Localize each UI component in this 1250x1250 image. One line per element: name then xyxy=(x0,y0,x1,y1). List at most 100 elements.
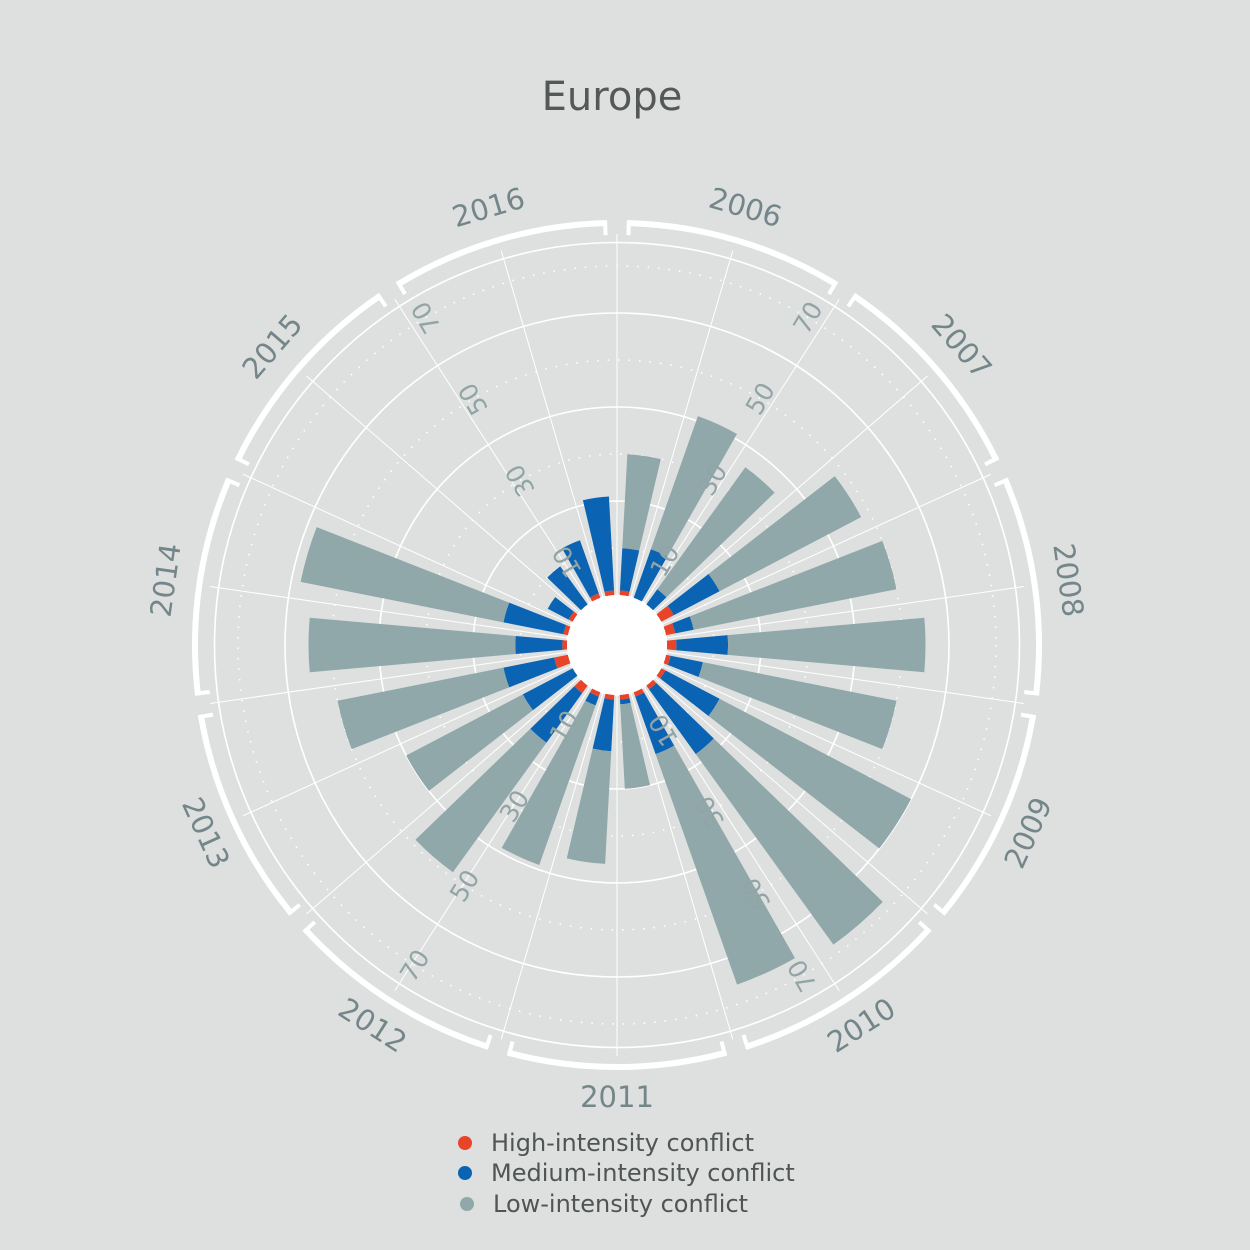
radial-tick-label: 50 xyxy=(444,865,485,907)
chart-bars xyxy=(300,416,926,985)
year-label: 2016 xyxy=(448,181,528,234)
chart-center-hole xyxy=(567,595,667,695)
year-arc-end xyxy=(993,477,1010,488)
grid-spoke xyxy=(306,375,580,613)
year-arc-end xyxy=(194,690,210,696)
year-arc-end xyxy=(395,280,407,296)
year-label: 2007 xyxy=(925,307,999,385)
grid-spoke xyxy=(394,298,591,604)
grid-spoke xyxy=(662,473,992,625)
legend-label: Medium-intensity conflict xyxy=(491,1159,795,1187)
year-arc-end xyxy=(224,477,241,488)
year-arc-end xyxy=(286,903,302,916)
bar-segment-low-intensity-conflict xyxy=(622,454,661,551)
bar-segment-medium-intensity-conflict xyxy=(660,670,720,716)
year-arc-end xyxy=(827,280,839,296)
grid-spoke xyxy=(394,686,591,992)
year-arc-end xyxy=(932,903,948,916)
year-arc-end xyxy=(1020,712,1037,720)
radial-tick-label: 70 xyxy=(394,944,435,986)
grid-spoke xyxy=(210,651,568,704)
year-label: 2015 xyxy=(235,307,309,385)
legend-swatch xyxy=(458,1136,472,1150)
bar-segment-high-intensity-conflict xyxy=(619,693,630,700)
grid-spoke xyxy=(654,677,928,915)
year-arc xyxy=(303,928,488,1050)
bar-segment-low-intensity-conflict xyxy=(501,700,596,865)
bar-segment-low-intensity-conflict xyxy=(708,476,862,592)
year-arc-end xyxy=(375,292,388,308)
year-label: 2014 xyxy=(144,541,188,619)
bar-segment-low-intensity-conflict xyxy=(708,698,912,849)
radial-tick-label: 70 xyxy=(406,297,447,339)
grid-spoke xyxy=(654,375,928,613)
bar-segment-high-intensity-conflict xyxy=(633,688,645,697)
grid-spoke xyxy=(630,692,734,1040)
bar-segment-medium-intensity-conflict xyxy=(503,657,558,688)
year-arc xyxy=(1002,479,1042,694)
bar-segment-high-intensity-conflict xyxy=(619,590,630,597)
bar-segment-high-intensity-conflict xyxy=(554,654,571,669)
bar-segment-low-intensity-conflict xyxy=(727,617,926,673)
bar-segment-high-intensity-conflict xyxy=(656,605,674,622)
bar-segment-medium-intensity-conflict xyxy=(619,548,640,592)
year-arc-end xyxy=(506,1040,515,1057)
bar-segment-low-intensity-conflict xyxy=(300,527,510,623)
year-arc-end xyxy=(484,1034,493,1050)
bar-segment-high-intensity-conflict xyxy=(604,693,615,700)
bar-segment-low-intensity-conflict xyxy=(337,667,510,750)
year-label: 2010 xyxy=(821,991,901,1060)
bar-segment-medium-intensity-conflict xyxy=(649,683,714,755)
year-arc-end xyxy=(719,1040,728,1057)
radial-tick-label: 50 xyxy=(740,378,781,420)
year-arc xyxy=(235,294,381,461)
year-label: 2006 xyxy=(705,181,785,234)
year-arc-end xyxy=(846,292,859,308)
grid-spoke xyxy=(242,473,572,625)
legend-swatch xyxy=(460,1197,474,1211)
bar-segment-low-intensity-conflict xyxy=(406,694,533,791)
grid-spoke xyxy=(500,250,604,598)
year-arc-end xyxy=(984,455,1000,467)
bar-segment-medium-intensity-conflict xyxy=(646,589,667,611)
year-label: 2012 xyxy=(332,991,412,1060)
year-arc-end xyxy=(234,455,250,467)
radial-tick-label: 70 xyxy=(787,297,828,339)
bar-segment-medium-intensity-conflict xyxy=(667,655,703,678)
grid-spoke xyxy=(630,250,734,598)
year-arcs xyxy=(192,220,1042,1070)
grid-spoke xyxy=(666,586,1024,639)
bar-segment-medium-intensity-conflict xyxy=(503,602,567,635)
year-label: 2011 xyxy=(580,1080,654,1114)
year-arc xyxy=(192,479,232,694)
bar-segment-high-intensity-conflict xyxy=(666,639,677,651)
bar-segment-low-intensity-conflict xyxy=(308,617,516,673)
bar-segment-low-intensity-conflict xyxy=(650,416,737,557)
legend-label: Low-intensity conflict xyxy=(493,1190,748,1218)
bar-segment-low-intensity-conflict xyxy=(620,702,651,789)
bar-segment-medium-intensity-conflict xyxy=(562,540,599,598)
bar-segment-high-intensity-conflict xyxy=(563,625,571,636)
bar-segment-medium-intensity-conflict xyxy=(530,686,583,743)
grid-spoke xyxy=(643,298,840,604)
bar-segment-high-intensity-conflict xyxy=(568,611,578,622)
bar-segment-medium-intensity-conflict xyxy=(633,549,668,602)
grid-spoke xyxy=(306,677,580,915)
legend-label: High-intensity conflict xyxy=(491,1129,754,1157)
bar-segment-medium-intensity-conflict xyxy=(522,668,578,711)
bar-segment-high-intensity-conflict xyxy=(656,668,666,679)
grid-spoke xyxy=(242,665,572,817)
legend-swatch xyxy=(458,1166,472,1180)
bar-segment-medium-intensity-conflict xyxy=(582,496,615,592)
bar-segment-high-intensity-conflict xyxy=(562,640,568,650)
year-arc-end xyxy=(1024,690,1040,696)
bar-segment-medium-intensity-conflict xyxy=(592,698,615,752)
year-arc xyxy=(397,220,606,287)
bar-segment-medium-intensity-conflict xyxy=(515,636,563,654)
year-arc xyxy=(941,716,1036,915)
year-arc xyxy=(628,220,837,287)
bar-segment-high-intensity-conflict xyxy=(589,593,601,602)
grid-spoke xyxy=(643,686,840,992)
bar-segment-medium-intensity-conflict xyxy=(676,635,729,655)
